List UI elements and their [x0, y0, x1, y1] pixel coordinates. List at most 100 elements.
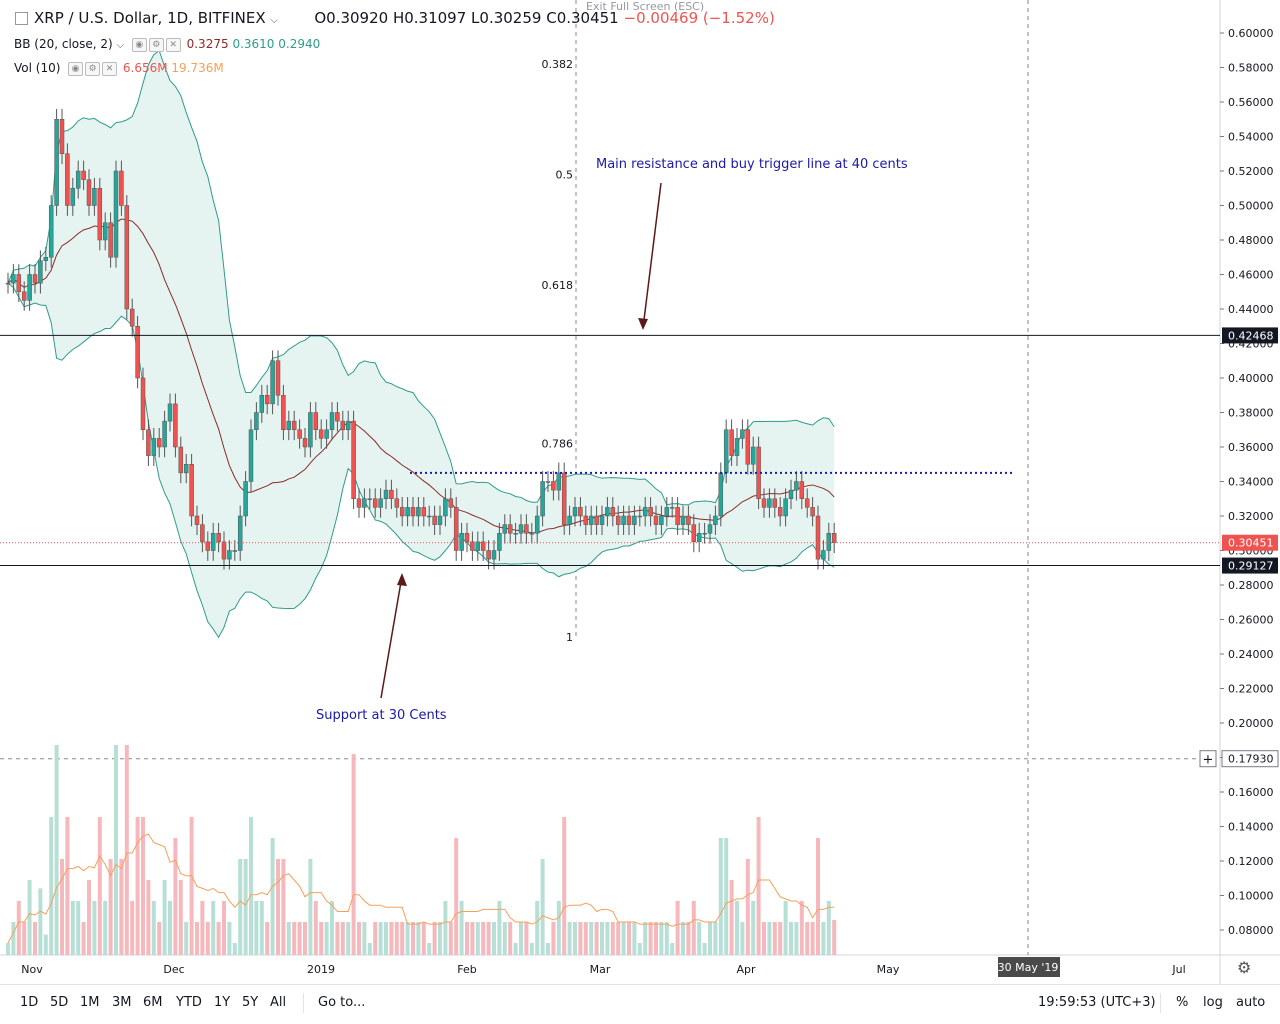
volume-bar: [546, 943, 550, 955]
auto-scale-button[interactable]: auto: [1236, 995, 1266, 1010]
volume-bar: [465, 922, 469, 955]
symbol-legend: XRP / U.S. Dollar, 1D, BITFINEX ⌵ O0.309…: [34, 9, 775, 27]
timeframe-6m[interactable]: 6M: [143, 995, 163, 1010]
timeframe-5y[interactable]: 5Y: [242, 995, 259, 1010]
volume-bar: [454, 838, 459, 955]
volume-bar: [551, 922, 556, 955]
candle-body: [702, 533, 707, 535]
candle-body: [416, 507, 421, 517]
volume-bar: [616, 922, 621, 955]
volume-bar: [157, 922, 162, 955]
volume-bar: [627, 922, 631, 955]
y-tick-label: 0.58000: [1228, 62, 1274, 75]
gear-icon[interactable]: ⚙: [148, 37, 164, 52]
candle-body: [70, 188, 76, 206]
gear-icon[interactable]: ⚙: [85, 61, 101, 76]
candle-body: [810, 507, 815, 517]
candle-body: [216, 533, 221, 543]
candle-body: [297, 429, 302, 439]
resistance-arrow: [642, 182, 662, 329]
candle-body: [102, 222, 108, 241]
percent-scale-button[interactable]: %: [1176, 995, 1189, 1010]
candle-body: [680, 515, 686, 525]
vol-label[interactable]: Vol (10): [14, 61, 61, 75]
candle-body: [178, 446, 184, 474]
close-icon[interactable]: ✕: [102, 61, 118, 76]
chevron-down-icon[interactable]: ⌵: [116, 40, 125, 51]
candle-body: [696, 533, 702, 543]
volume-bar: [799, 901, 804, 955]
y-tick-label: 0.34000: [1228, 476, 1274, 489]
volume-bar: [87, 880, 91, 955]
candle-body: [686, 515, 691, 525]
volume-bar: [594, 922, 599, 955]
volume-bar: [535, 901, 540, 955]
timeframe-1d[interactable]: 1D: [20, 995, 39, 1010]
volume-bar: [670, 943, 675, 955]
candle-body: [437, 515, 443, 525]
volume-bar: [303, 922, 307, 955]
candle-body: [162, 420, 167, 448]
volume-bar: [168, 901, 172, 955]
volume-bar: [22, 922, 27, 955]
bb-lower: 0.2940: [278, 37, 321, 51]
candle-body: [65, 153, 70, 206]
candle-body: [578, 507, 583, 517]
price-axis-label: 0.42468: [1228, 329, 1274, 342]
candle-body: [588, 515, 594, 525]
timeframe-1y[interactable]: 1Y: [214, 995, 231, 1010]
eye-icon[interactable]: ◉: [131, 37, 147, 52]
volume-bar: [610, 922, 615, 955]
timeframe-all[interactable]: All: [270, 995, 287, 1010]
y-tick-label: 0.54000: [1228, 131, 1274, 144]
log-scale-button[interactable]: log: [1203, 995, 1223, 1010]
x-tick-label: May: [877, 963, 900, 976]
volume-bar: [27, 880, 32, 955]
y-tick-label: 0.26000: [1228, 614, 1274, 627]
candle-body: [777, 507, 783, 517]
candle-body: [497, 533, 502, 551]
candle-body: [821, 550, 826, 560]
volume-bar: [92, 901, 97, 955]
volume-bar: [475, 922, 480, 955]
candle-body: [189, 464, 194, 517]
timeframe-1m[interactable]: 1M: [80, 995, 100, 1010]
timeframe-3m[interactable]: 3M: [112, 995, 132, 1010]
chart-pane[interactable]: 0.60000 0.58000 0.56000 0.54000 0.52000 0.500…: [0, 0, 1280, 984]
chevron-down-icon[interactable]: ⌵: [270, 15, 279, 26]
y-tick-label: 0.52000: [1228, 165, 1274, 178]
volume-bar: [751, 901, 756, 955]
volume-bar: [789, 922, 793, 955]
eye-icon[interactable]: ◉: [68, 61, 84, 76]
candle-body: [491, 550, 497, 560]
bb-label[interactable]: BB (20, close, 2): [14, 37, 113, 51]
y-tick-label: 0.28000: [1228, 579, 1274, 592]
close-icon[interactable]: ✕: [165, 37, 181, 52]
volume-bar: [708, 922, 712, 955]
x-tick-label: Mar: [590, 963, 611, 976]
chart-settings-gear-icon[interactable]: ⚙: [1237, 958, 1252, 977]
volume-bar: [502, 922, 507, 955]
candle-body: [86, 179, 92, 206]
volume-bar: [821, 922, 826, 955]
timeframe-5d[interactable]: 5D: [50, 995, 69, 1010]
exit-fullscreen-hint[interactable]: Exit Full Screen (ESC): [586, 0, 705, 13]
candle-body: [605, 507, 610, 517]
candle-body: [518, 524, 524, 534]
volume-bar: [762, 922, 766, 955]
candle-body: [345, 420, 351, 430]
volume-bar: [249, 817, 253, 955]
volume-bar: [222, 901, 226, 955]
candle-body: [637, 515, 643, 518]
candle-body: [826, 533, 832, 551]
goto-button[interactable]: Go to...: [318, 995, 366, 1010]
candle-body: [367, 498, 373, 500]
price-chart[interactable]: 0.60000 0.58000 0.56000 0.54000 0.52000 0.500…: [0, 0, 1280, 984]
clock-readout[interactable]: 19:59:53 (UTC+3): [1038, 995, 1156, 1010]
volume-bar: [481, 922, 486, 955]
collapse-legend-icon[interactable]: [15, 12, 28, 25]
timeframe-ytd[interactable]: YTD: [176, 995, 202, 1010]
volume-bar: [319, 922, 324, 955]
symbol-title[interactable]: XRP / U.S. Dollar, 1D, BITFINEX: [34, 9, 266, 27]
candle-body: [561, 472, 567, 525]
